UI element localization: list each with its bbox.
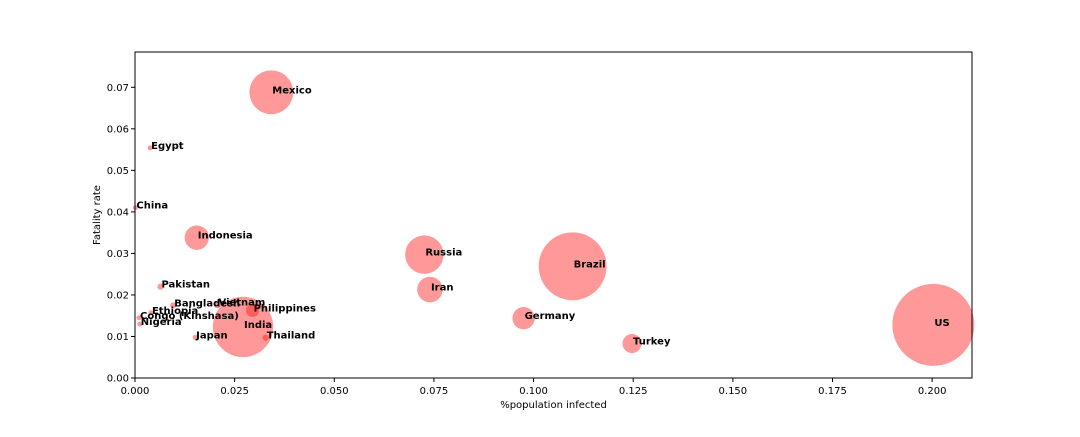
bubble-japan (192, 334, 198, 340)
x-tick-label: 0.050 (320, 386, 349, 397)
bubble-russia (405, 235, 444, 274)
bubble-us (892, 283, 975, 366)
label-congo-kinshasa: Congo (Kinshasa) (140, 311, 239, 322)
label-egypt: Egypt (151, 141, 184, 152)
x-tick-label: 0.125 (619, 386, 648, 397)
y-tick-label: 0.02 (107, 290, 129, 301)
bubble-nigeria (137, 321, 143, 327)
y-tick-label: 0.05 (107, 166, 129, 177)
bubble-philippines (246, 303, 260, 317)
label-thailand: Thailand (267, 331, 316, 342)
y-axis: 0.00 0.01 0.02 0.03 0.04 0.05 0.06 0.07 (107, 83, 135, 385)
label-ethiopia: Ethiopia (152, 306, 198, 317)
label-russia: Russia (425, 248, 462, 259)
x-tick-label: 0.025 (220, 386, 249, 397)
bubble-iran (417, 276, 443, 303)
bubble-brazil (538, 232, 607, 301)
bubble-turkey (622, 333, 642, 354)
bubble-congo-kinshasa (136, 315, 142, 321)
label-mexico: Mexico (272, 85, 312, 96)
label-indonesia: Indonesia (198, 231, 253, 242)
bubble-layer (132, 70, 975, 366)
label-china: China (136, 201, 168, 212)
bubble-vietnam (213, 300, 222, 309)
bubble-germany (512, 307, 535, 330)
plot-frame (134, 51, 973, 379)
label-vietnam: Vietnam (219, 297, 266, 308)
y-axis-label: Fatality rate (92, 185, 103, 245)
y-tick-label: 0.00 (107, 374, 129, 385)
bubble-mexico (249, 70, 294, 115)
label-india: India (244, 320, 272, 331)
x-tick-label: 0.100 (519, 386, 548, 397)
label-turkey: Turkey (633, 337, 671, 348)
x-tick-label: 0.000 (121, 386, 150, 397)
label-japan: Japan (195, 330, 228, 341)
label-germany: Germany (525, 311, 576, 322)
bubble-pakistan (157, 283, 164, 290)
x-axis: 0.000 0.025 0.050 0.075 0.100 0.125 0.150 0.175… (121, 378, 947, 397)
y-tick-label: 0.03 (107, 249, 129, 260)
bubble-ethiopia (148, 310, 154, 316)
bubble-indonesia (184, 225, 209, 250)
label-us: US (934, 318, 949, 329)
bubble-egypt (147, 145, 153, 151)
x-tick-label: 0.175 (818, 386, 847, 397)
label-nigeria: Nigeria (141, 317, 182, 328)
x-tick-label: 0.075 (420, 386, 449, 397)
label-brazil: Brazil (574, 259, 606, 270)
bubble-thailand (262, 334, 269, 341)
x-tick-label: 0.150 (719, 386, 748, 397)
label-layer: Mexico Egypt China Indonesia Russia Brazil Ira… (136, 85, 949, 347)
x-axis-label: %population infected (500, 400, 607, 411)
label-bangladesh: Bangladesh (174, 298, 240, 309)
y-tick-label: 0.06 (107, 124, 129, 135)
label-philippines: Philippines (254, 303, 316, 314)
y-tick-label: 0.04 (107, 207, 129, 218)
x-tick-label: 0.200 (918, 386, 947, 397)
bubble-bangladesh (170, 302, 177, 309)
label-iran: Iran (431, 283, 454, 294)
y-tick-label: 0.01 (107, 332, 129, 343)
y-tick-label: 0.07 (107, 83, 129, 94)
bubble-india (212, 296, 274, 358)
label-pakistan: Pakistan (162, 280, 211, 291)
